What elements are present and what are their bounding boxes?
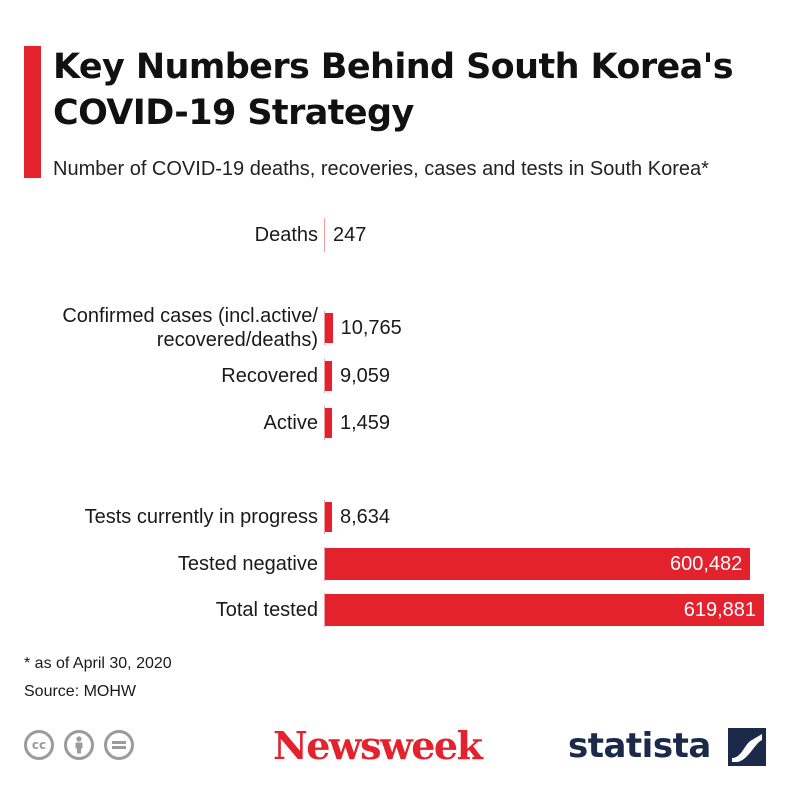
newsweek-logo[interactable]: Newsweek [273,723,483,768]
bar [325,548,751,580]
statista-mark-icon [728,728,766,766]
source-note: Source: MOHW [24,683,137,700]
category-label: Tests currently in progress [84,506,318,528]
axis-segment [324,311,325,345]
value-label: 9,059 [340,365,391,387]
category-label: Total tested [215,599,318,621]
license-icons: cc [24,730,134,760]
bar [325,313,333,343]
bar-chart: Deaths 247 Confirmed cases (incl.active/re… [0,200,790,640]
by-icon[interactable] [64,730,94,760]
category-label: Recovered [221,365,318,387]
chart-title: Key Numbers Behind South Korea's COVID-1… [53,47,734,133]
axis-segment [324,500,325,534]
category-label: Confirmed cases (incl.active/recovered/d… [62,305,318,351]
value-label: 247 [333,224,367,246]
axis-segment [324,359,325,393]
category-label: Deaths [254,224,318,246]
value-label: 10,765 [340,317,402,339]
value-label: 1,459 [340,412,391,434]
bar [325,502,332,532]
bar [325,361,332,391]
category-label: Active [263,412,318,434]
cc-icon[interactable]: cc [24,730,54,760]
bar [325,594,764,626]
statista-logo[interactable]: statista [568,726,711,766]
chart-subtitle: Number of COVID-19 deaths, recoveries, c… [53,158,709,180]
category-label: Tested negative [177,553,318,575]
footnote-date: * as of April 30, 2020 [24,655,172,672]
axis-segment [324,406,325,440]
value-label: 619,881 [683,599,756,621]
nd-icon[interactable] [104,730,134,760]
axis-segment [324,593,325,627]
axis-segment [324,218,325,252]
value-label: 600,482 [669,553,743,575]
value-label: 8,634 [340,506,391,528]
axis-segment [324,547,325,581]
bar [325,408,332,438]
title-accent-bar [24,46,41,178]
